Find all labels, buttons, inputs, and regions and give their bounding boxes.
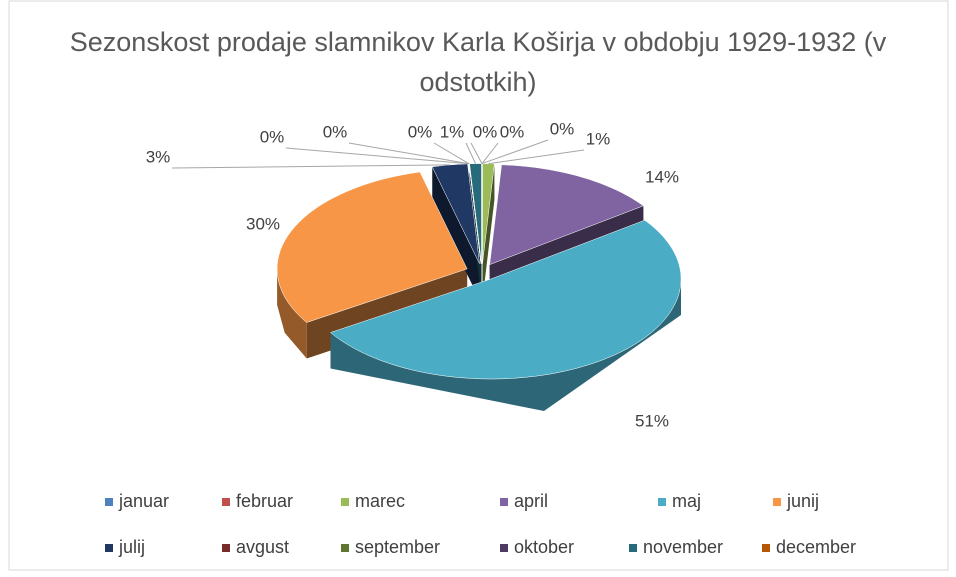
leader-line <box>285 147 470 165</box>
data-label: 0% <box>550 119 575 138</box>
legend-swatch <box>658 498 666 506</box>
leader-line <box>348 142 470 165</box>
legend-label: december <box>776 537 856 557</box>
leader-line <box>465 142 476 164</box>
legend-label: januar <box>118 491 169 511</box>
legend-swatch <box>629 544 637 552</box>
legend-swatch <box>105 498 113 506</box>
legend-label: april <box>514 491 548 511</box>
legend-swatch <box>341 544 349 552</box>
legend-label: november <box>643 537 723 557</box>
leader-line <box>470 142 483 164</box>
data-label: 0% <box>473 122 498 141</box>
data-label: 1% <box>440 122 465 141</box>
data-label: 3% <box>146 147 171 166</box>
legend-swatch <box>500 544 508 552</box>
legend-swatch <box>762 544 770 552</box>
legend-swatch <box>105 544 113 552</box>
slice <box>276 171 468 323</box>
pie <box>171 139 682 411</box>
slice-wall <box>277 268 307 359</box>
slice-side <box>482 163 495 300</box>
legend-swatch <box>341 498 349 506</box>
data-label: 30% <box>246 214 280 233</box>
leader-line <box>171 164 450 169</box>
leader-line <box>481 139 549 165</box>
legend-label: maj <box>672 491 701 511</box>
legend-label: junij <box>786 491 819 511</box>
data-label: 0% <box>260 127 285 146</box>
data-label: 51% <box>635 411 669 430</box>
leader-line <box>481 142 499 164</box>
legend-swatch <box>773 498 781 506</box>
legend-swatch <box>222 544 230 552</box>
data-label: 1% <box>586 129 611 148</box>
legend-label: avgust <box>236 537 289 557</box>
legend-label: september <box>355 537 440 557</box>
data-label: 0% <box>323 122 348 141</box>
slice <box>330 219 682 380</box>
data-label: 14% <box>645 167 679 186</box>
legend-swatch <box>500 498 508 506</box>
slice-side <box>432 166 480 300</box>
slice <box>468 163 482 264</box>
legend-label: marec <box>355 491 405 511</box>
slice <box>431 163 480 264</box>
legend-swatch <box>222 498 230 506</box>
title-box: Sezonskost prodaje slamnikov Karla Košir… <box>69 27 887 97</box>
data-label: 0% <box>408 122 433 141</box>
leader-line <box>488 149 585 165</box>
legend-label: julij <box>118 537 145 557</box>
slice <box>469 163 482 264</box>
legend-label: februar <box>236 491 293 511</box>
slice-wall <box>330 279 681 411</box>
data-label: 0% <box>500 122 525 141</box>
slice <box>489 164 644 266</box>
chart-title: Sezonskost prodaje slamnikov Karla Košir… <box>69 27 887 97</box>
legend-label: oktober <box>514 537 574 557</box>
leader-line <box>433 142 470 165</box>
